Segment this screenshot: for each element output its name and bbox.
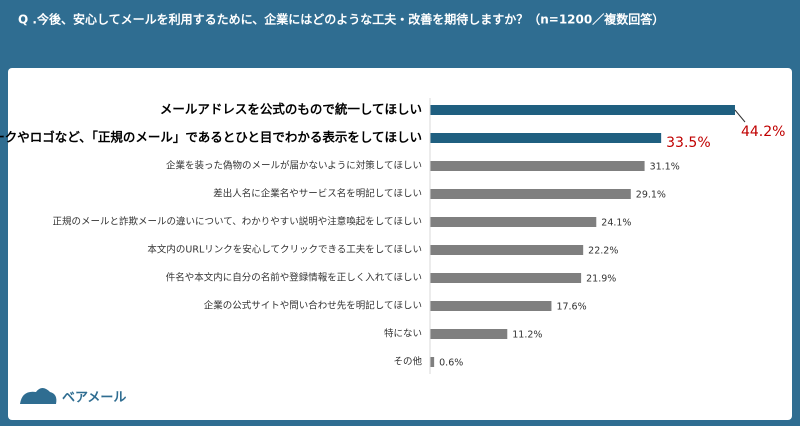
logo-icon — [20, 388, 57, 404]
value-label: 24.1% — [601, 218, 631, 229]
value-label: 21.9% — [586, 274, 616, 285]
y-tick-label: その他 — [393, 356, 422, 368]
y-tick-label: 公式マークやロゴなど、「正規のメール」であるとひと目でわかる表示をしてほしい — [0, 130, 422, 145]
brand: ベアメール — [62, 391, 126, 406]
bar — [430, 189, 631, 199]
value-label: 0.6% — [439, 358, 463, 369]
y-tick-label: メールアドレスを公式のもので統一してほしい — [160, 102, 422, 117]
bar — [430, 217, 597, 227]
panel — [8, 68, 792, 420]
logo: ベアメール — [20, 388, 126, 406]
leader-line — [734, 109, 746, 123]
bar — [430, 105, 735, 115]
y-tick-label: 正規のメールと詐欺メールの違いについて、わかりやすい説明や注意喚起をしてほしい — [53, 216, 422, 228]
value-label: 29.1% — [636, 190, 666, 201]
bar — [430, 133, 662, 143]
value-label: 31.1% — [650, 162, 680, 173]
y-tick-label: 本文内のURLリンクを安心してクリックできる工夫をしてほしい — [147, 244, 422, 256]
value-label: 44.2% — [741, 124, 785, 140]
bar — [430, 357, 435, 367]
bar — [430, 245, 584, 255]
y-tick-label: 企業の公式サイトや問い合わせ先を明記してほしい — [204, 300, 422, 312]
value-label: 22.2% — [588, 246, 618, 257]
y-tick-label: 差出人名に企業名やサービス名を明記してほしい — [213, 188, 422, 200]
bar — [430, 273, 582, 283]
value-label: 11.2% — [512, 330, 542, 341]
bar — [430, 329, 508, 339]
bar — [430, 301, 552, 311]
value-label: 17.6% — [556, 302, 586, 313]
y-tick-label: 特にない — [384, 328, 422, 340]
value-label: 33.5% — [666, 135, 710, 151]
y-tick-label: 企業を装った偽物のメールが届かないように対策してほしい — [166, 160, 422, 172]
chart-title: Q .今後、安心してメールを利用するために、企業にはどのような工夫・改善を期待し… — [18, 12, 664, 27]
y-tick-label: 件名や本文内に自分の名前や登録情報を正しく入れてほしい — [166, 272, 422, 284]
bar — [430, 161, 645, 171]
